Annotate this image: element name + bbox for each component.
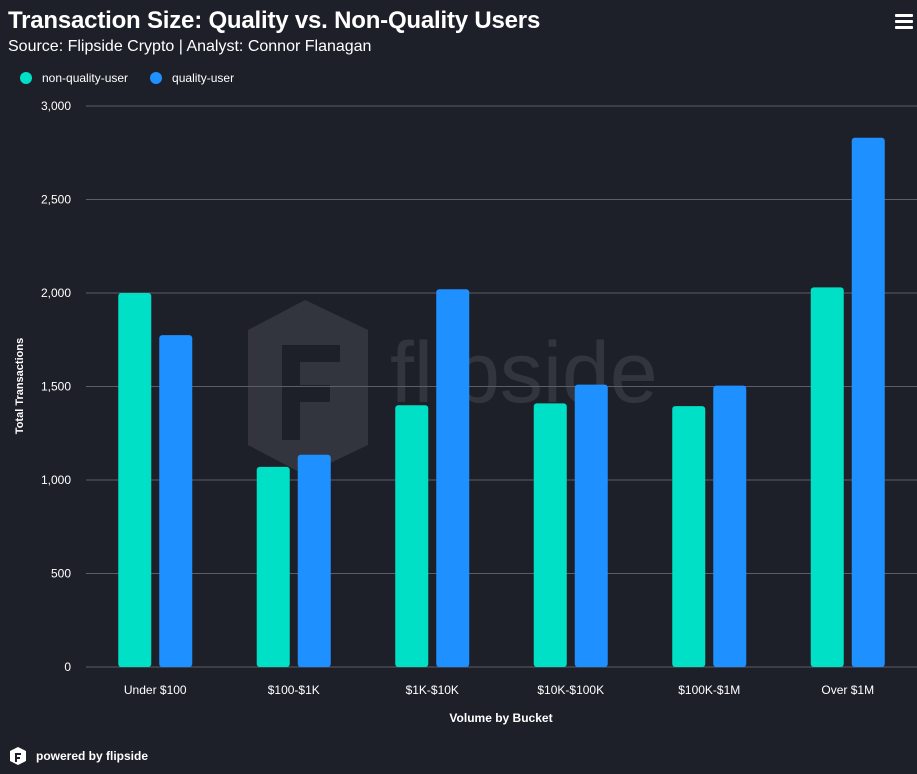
- x-tick-label: $100K-$1M: [678, 683, 740, 697]
- y-axis-label: Total Transactions: [14, 338, 26, 434]
- x-tick-label: $1K-$10K: [406, 683, 459, 697]
- footer: powered by flipside: [8, 746, 148, 766]
- flipside-logo-icon: [10, 747, 26, 765]
- x-tick-label: Under $100: [124, 683, 187, 697]
- y-tick-label: 500: [51, 567, 71, 581]
- bar-non-quality-user[interactable]: [533, 403, 567, 667]
- bar-quality-user[interactable]: [159, 335, 193, 667]
- watermark-logo-icon: [248, 300, 368, 475]
- legend-label-quality: quality-user: [172, 71, 235, 85]
- x-tick-label: $10K-$100K: [537, 683, 604, 697]
- bar-quality-user[interactable]: [574, 384, 608, 667]
- y-tick-label: 0: [64, 660, 71, 674]
- bar-quality-user[interactable]: [713, 385, 747, 667]
- legend-item-non-quality-user[interactable]: non-quality-user: [20, 71, 128, 85]
- y-tick-label: 2,500: [41, 193, 71, 207]
- bar-non-quality-user[interactable]: [118, 293, 152, 667]
- x-tick-label: $100-$1K: [268, 683, 320, 697]
- bar-non-quality-user[interactable]: [395, 405, 429, 667]
- legend-item-quality-user[interactable]: quality-user: [150, 71, 234, 85]
- x-tick-label: Over $1M: [821, 683, 874, 697]
- bar-quality-user[interactable]: [851, 137, 885, 668]
- legend-label-non-quality: non-quality-user: [42, 71, 129, 85]
- chart-subtitle: Source: Flipside Crypto | Analyst: Conno…: [8, 38, 372, 55]
- bar-non-quality-user[interactable]: [810, 287, 844, 667]
- legend-dot-quality-icon: [150, 72, 163, 84]
- bar-non-quality-user[interactable]: [672, 406, 706, 667]
- bar-non-quality-user[interactable]: [256, 466, 290, 667]
- menu-icon[interactable]: [895, 14, 913, 32]
- watermark-logo-cut-icon: [282, 345, 340, 440]
- chart-title: Transaction Size: Quality vs. Non-Qualit…: [8, 7, 541, 34]
- x-axis-label: Volume by Bucket: [449, 711, 552, 725]
- y-tick-label: 2,000: [41, 286, 71, 300]
- watermark: flipside: [248, 300, 658, 475]
- legend: non-quality-user quality-user: [20, 71, 234, 85]
- bar-quality-user[interactable]: [297, 454, 331, 667]
- y-tick-label: 3,000: [41, 99, 71, 113]
- y-tick-label: 1,000: [41, 473, 71, 487]
- legend-dot-non-quality-icon: [20, 72, 32, 84]
- bar-quality-user[interactable]: [436, 289, 470, 667]
- y-tick-label: 1,500: [41, 380, 71, 394]
- footer-label[interactable]: powered by flipside: [36, 749, 149, 763]
- watermark-text: flipside: [390, 325, 658, 421]
